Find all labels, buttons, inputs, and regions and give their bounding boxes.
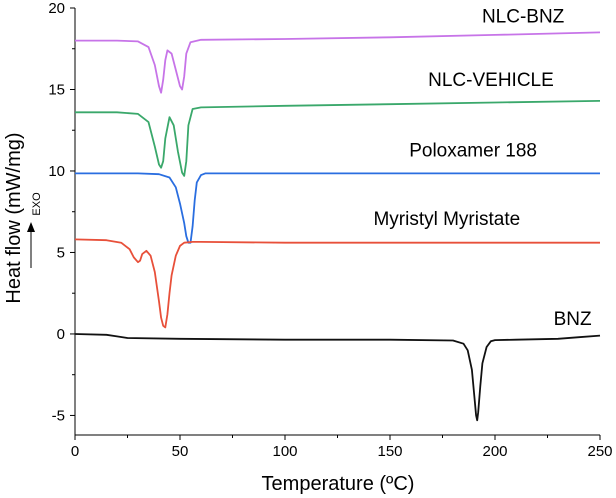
- y-tick-label: 15: [48, 81, 65, 98]
- series-label-myristyl-myristate: Myristyl Myristate: [373, 209, 520, 230]
- series-label-nlc-vehicle: NLC-VEHICLE: [428, 70, 554, 91]
- y-tick-label: 0: [57, 326, 65, 343]
- y-ticks: -5 0 5 10 15 20: [48, 0, 75, 424]
- y-tick-label: 20: [48, 0, 65, 17]
- y-tick-label: 5: [57, 244, 65, 261]
- series-label-bnz: BNZ: [554, 309, 592, 330]
- x-ticks: 0 50 100 150 200 250: [71, 435, 613, 460]
- x-tick-label: 100: [272, 443, 297, 460]
- x-tick-label: 150: [377, 443, 402, 460]
- y-axis-title: Heat flow (mW/mg): [3, 132, 25, 303]
- x-tick-label: 0: [71, 443, 79, 460]
- series-group: [74, 31, 601, 422]
- x-tick-label: 200: [482, 443, 507, 460]
- x-tick-label: 50: [172, 443, 189, 460]
- series-line-nlc-bnz: [75, 31, 601, 94]
- series-line-myristyl-myristate: [74, 238, 600, 329]
- exo-label: EXO: [31, 192, 43, 216]
- exo-arrow-head-icon: [27, 222, 35, 232]
- series-line-poloxamer-188: [75, 172, 600, 244]
- x-axis-title: Temperature (ºC): [262, 473, 415, 495]
- series-line-nlc-vehicle: [75, 100, 601, 177]
- y-tick-label: -5: [52, 407, 65, 424]
- series-line-bnz: [74, 333, 601, 422]
- series-labels: NLC-BNZ NLC-VEHICLE Poloxamer 188 Myristyl …: [373, 7, 592, 330]
- plot-area: 0 50 100 150 200 250 -5 0 5 10 15 20 NLC-BNZ NLC-VE…: [48, 0, 612, 460]
- y-tick-label: 10: [48, 163, 65, 180]
- x-tick-label: 250: [587, 443, 612, 460]
- series-label-poloxamer-188: Poloxamer 188: [409, 140, 537, 161]
- series-label-nlc-bnz: NLC-BNZ: [482, 7, 565, 28]
- exo-indicator: EXO: [27, 192, 43, 268]
